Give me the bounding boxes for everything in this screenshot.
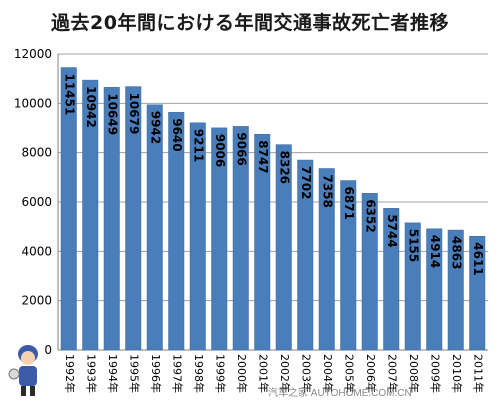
- x-tick-label: 2000年: [235, 354, 249, 393]
- data-label: 8747: [256, 140, 270, 173]
- bar: [254, 133, 271, 351]
- data-label: 5155: [406, 229, 420, 262]
- data-label: 4611: [471, 242, 485, 275]
- data-label: 9211: [191, 129, 205, 162]
- data-label: 6871: [342, 187, 356, 220]
- y-tick-label: 6000: [21, 195, 52, 209]
- mascot-icon: [8, 345, 38, 396]
- bar: [469, 236, 486, 351]
- data-label: 4914: [428, 235, 442, 268]
- bar: [404, 222, 421, 351]
- bar: [168, 111, 185, 351]
- data-label: 8326: [277, 151, 291, 184]
- bar: [125, 86, 142, 351]
- data-label: 7358: [320, 175, 334, 208]
- data-label: 9942: [148, 111, 162, 144]
- bar: [361, 193, 378, 351]
- bar: [447, 229, 464, 351]
- x-tick-label: 2004年: [321, 354, 335, 393]
- x-tick-label: 2008年: [407, 354, 421, 393]
- x-tick-label: 2005年: [342, 354, 356, 393]
- y-tick-label: 2000: [21, 294, 52, 308]
- x-tick-label: 2009年: [428, 354, 442, 393]
- x-tick-label: 1993年: [84, 354, 98, 393]
- bar: [60, 67, 77, 351]
- x-tick-label: 1998年: [192, 354, 206, 393]
- x-tick-label: 2011年: [471, 354, 485, 393]
- bar: [275, 144, 292, 351]
- y-tick-label: 12000: [14, 47, 52, 61]
- bar: [318, 168, 335, 351]
- x-tick-label: 2002年: [278, 354, 292, 393]
- bar: [146, 104, 163, 351]
- y-tick-label: 10000: [14, 96, 52, 110]
- data-label: 9066: [234, 132, 248, 165]
- bar: [340, 180, 357, 351]
- bar: [297, 159, 314, 351]
- data-label: 6352: [363, 199, 377, 232]
- data-label: 10649: [105, 93, 119, 135]
- x-tick-label: 1995年: [127, 354, 141, 393]
- data-label: 4863: [449, 236, 463, 269]
- bar: [232, 126, 249, 351]
- x-tick-label: 2010年: [450, 354, 464, 393]
- x-tick-label: 1996年: [149, 354, 163, 393]
- y-tick-label: 0: [44, 343, 52, 357]
- bar: [82, 79, 99, 351]
- x-tick-label: 1992年: [63, 354, 77, 393]
- y-tick-label: 8000: [21, 146, 52, 160]
- data-label: 7702: [299, 166, 313, 199]
- bar: [103, 87, 120, 351]
- x-tick-label: 2007年: [385, 354, 399, 393]
- bar: [189, 122, 206, 351]
- y-tick-label: 4000: [21, 244, 52, 258]
- data-label: 10679: [127, 93, 141, 135]
- data-label: 9006: [213, 134, 227, 167]
- bar: [426, 228, 443, 351]
- chart-title: 過去20年間における年間交通事故死亡者推移: [51, 12, 449, 34]
- x-tick-label: 1994年: [106, 354, 120, 393]
- x-tick-label: 2001年: [256, 354, 270, 393]
- data-label: 10942: [84, 86, 98, 128]
- watermark: 汽车之家 AUTOHOME.COM.CN: [268, 388, 412, 399]
- data-label: 5744: [385, 214, 399, 247]
- data-label: 9640: [170, 118, 184, 151]
- x-tick-label: 1999年: [213, 354, 227, 393]
- bar: [383, 208, 400, 351]
- x-tick-label: 2006年: [364, 354, 378, 393]
- bar: [211, 127, 228, 351]
- data-label: 11451: [62, 74, 76, 116]
- x-tick-label: 1997年: [170, 354, 184, 393]
- x-tick-label: 2003年: [299, 354, 313, 393]
